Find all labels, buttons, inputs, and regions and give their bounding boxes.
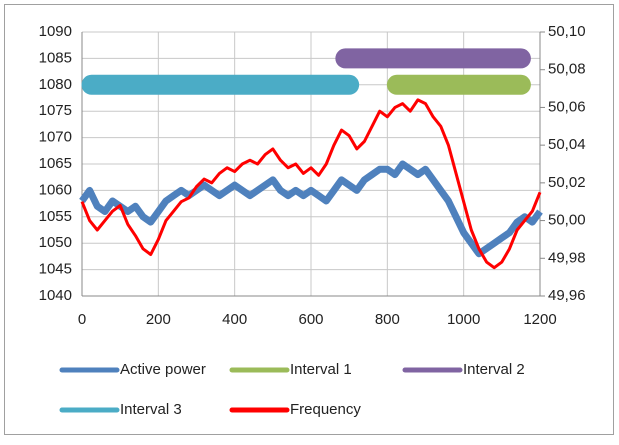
x-tick-label: 1000 — [447, 311, 480, 328]
x-tick-label: 600 — [298, 311, 323, 328]
y2-tick-label: 49,98 — [548, 249, 586, 266]
y2-tick-label: 50,08 — [548, 61, 586, 78]
legend-label: Active power — [120, 361, 206, 378]
x-tick-label: 200 — [146, 311, 171, 328]
x-tick-label: 400 — [222, 311, 247, 328]
legend-label: Frequency — [290, 401, 361, 418]
y2-tick-label: 50,00 — [548, 212, 586, 229]
y-tick-label: 1060 — [39, 181, 72, 198]
y-tick-label: 1070 — [39, 129, 72, 146]
y-tick-label: 1050 — [39, 234, 72, 251]
x-tick-label: 0 — [78, 311, 86, 328]
y-tick-label: 1045 — [39, 261, 72, 278]
legend-label: Interval 3 — [120, 401, 182, 418]
y-tick-label: 1075 — [39, 102, 72, 119]
y-tick-label: 1065 — [39, 155, 72, 172]
y-tick-label: 1055 — [39, 208, 72, 225]
legend-label: Interval 1 — [290, 361, 352, 378]
y2-tick-label: 49,96 — [548, 287, 586, 304]
series-line — [79, 160, 543, 258]
series-line — [80, 98, 542, 270]
x-tick-label: 800 — [375, 311, 400, 328]
legend-label: Interval 2 — [463, 361, 525, 378]
y2-tick-label: 50,10 — [548, 23, 586, 40]
y2-tick-label: 50,04 — [548, 136, 586, 153]
y2-tick-label: 50,06 — [548, 98, 586, 115]
y-tick-label: 1040 — [39, 287, 72, 304]
y-tick-label: 1090 — [39, 23, 72, 40]
y-tick-label: 1080 — [39, 76, 72, 93]
y2-tick-label: 50,02 — [548, 174, 586, 191]
x-tick-label: 1200 — [523, 311, 556, 328]
y-tick-label: 1085 — [39, 49, 72, 66]
